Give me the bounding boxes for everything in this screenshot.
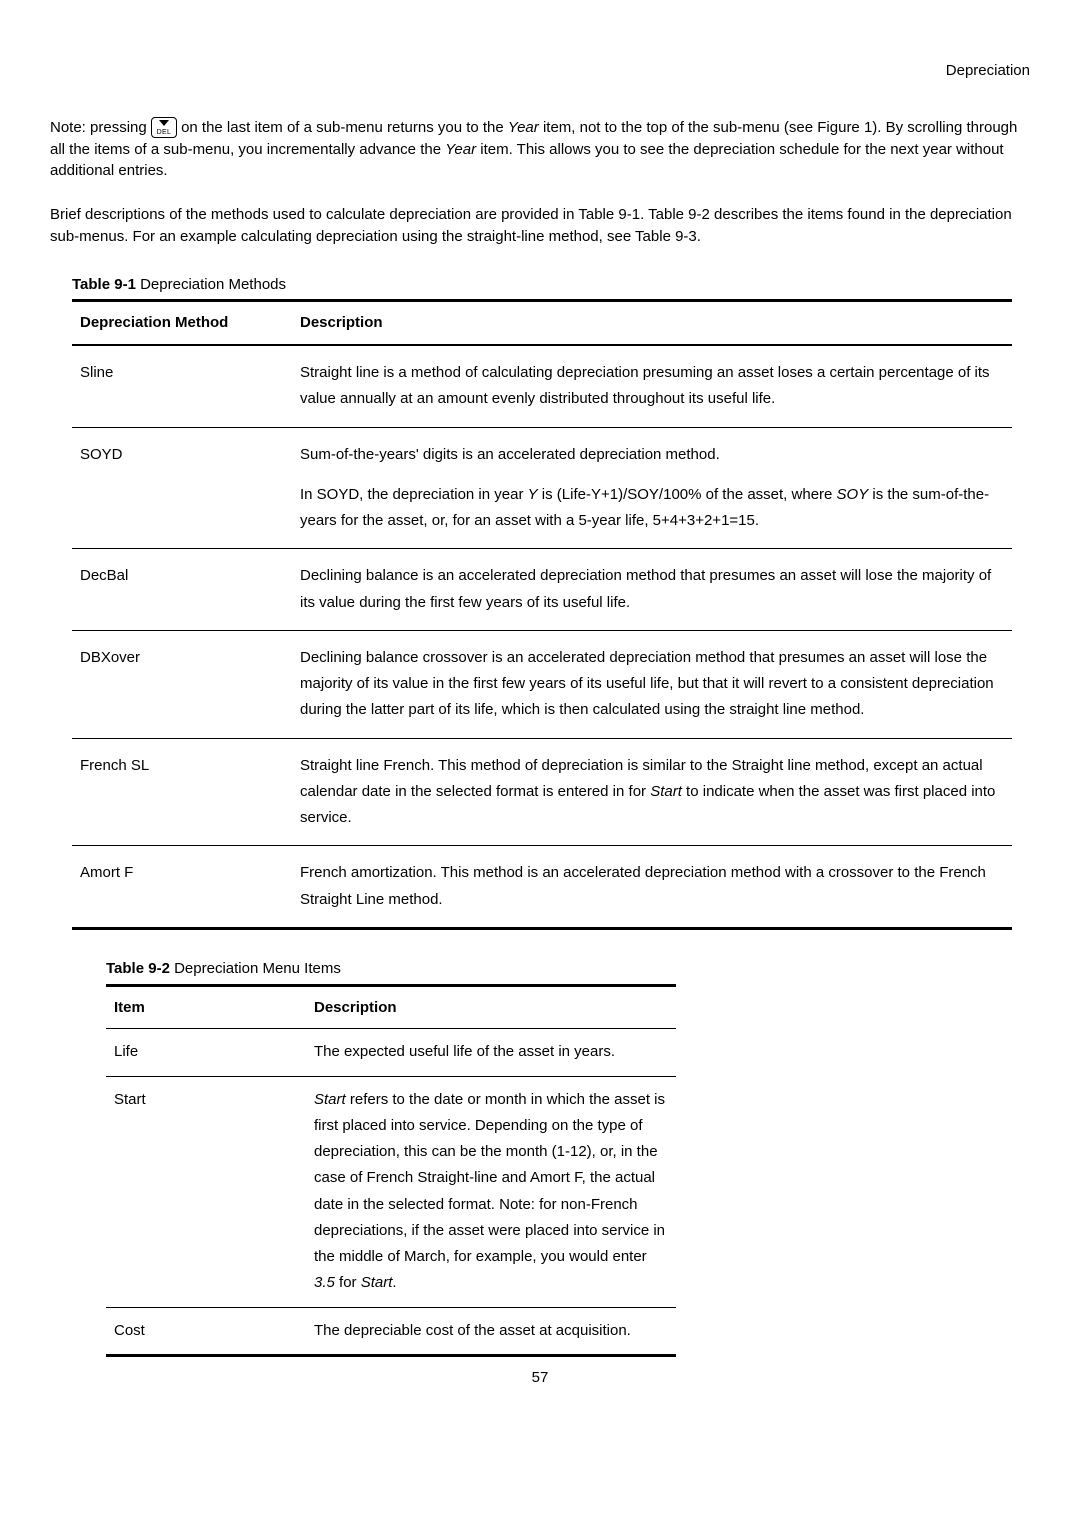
text: In SOYD, the depreciation in year Y is (… [300,482,1004,535]
method-name: SOYD [72,427,292,549]
method-desc: Sum-of-the-years' digits is an accelerat… [292,427,1012,549]
table-row: Cost The depreciable cost of the asset a… [106,1307,676,1355]
table-row: Amort F French amortization. This method… [72,846,1012,929]
item-name: Start [106,1076,306,1307]
page-header-section: Depreciation [50,60,1030,82]
table-row: Start Start refers to the date or month … [106,1076,676,1307]
col-item: Item [106,985,306,1029]
method-desc: French amortization. This method is an a… [292,846,1012,929]
down-del-key-icon: DEL [151,117,177,138]
text: In SOYD, the depreciation in year [300,486,528,503]
caption-rest: Depreciation Menu Items [170,960,341,977]
italic-start: Start [650,783,682,800]
text: Note: pressing [50,119,151,136]
intro-paragraph-2: Brief descriptions of the methods used t… [50,204,1030,248]
col-description: Description [292,301,1012,345]
table-2-caption: Table 9-2 Depreciation Menu Items [106,958,1030,980]
year-italic: Year [445,141,476,158]
caption-bold: Table 9-2 [106,960,170,977]
table-1-caption: Table 9-1 Depreciation Methods [72,274,1030,296]
method-desc: Straight line French. This method of dep… [292,738,1012,846]
table-header-row: Depreciation Method Description [72,301,1012,345]
italic-soy: SOY [837,486,869,503]
caption-rest: Depreciation Methods [136,276,286,293]
table-row: Life The expected useful life of the ass… [106,1029,676,1076]
method-desc: Straight line is a method of calculating… [292,345,1012,427]
italic-start2: Start [361,1274,393,1291]
item-name: Life [106,1029,306,1076]
text: is (Life-Y+1)/SOY/100% of the asset, whe… [538,486,837,503]
item-desc: The depreciable cost of the asset at acq… [306,1307,676,1355]
method-name: DecBal [72,549,292,631]
table-row: DecBal Declining balance is an accelerat… [72,549,1012,631]
italic-start: Start [314,1091,346,1108]
method-name: French SL [72,738,292,846]
caption-bold: Table 9-1 [72,276,136,293]
table-header-row: Item Description [106,985,676,1029]
italic-y: Y [528,486,538,503]
text: for [335,1274,361,1291]
col-description: Description [306,985,676,1029]
table-row: SOYD Sum-of-the-years' digits is an acce… [72,427,1012,549]
italic-35: 3.5 [314,1274,335,1291]
page-number: 57 [50,1367,1030,1389]
text: on the last item of a sub-menu returns y… [181,119,508,136]
method-name: DBXover [72,630,292,738]
depreciation-menu-items-table: Item Description Life The expected usefu… [106,984,676,1357]
text: . [392,1274,396,1291]
col-method: Depreciation Method [72,301,292,345]
method-desc: Declining balance is an accelerated depr… [292,549,1012,631]
intro-paragraph-1: Note: pressing DEL on the last item of a… [50,117,1030,182]
item-name: Cost [106,1307,306,1355]
item-desc: The expected useful life of the asset in… [306,1029,676,1076]
method-desc: Declining balance crossover is an accele… [292,630,1012,738]
text: refers to the date or month in which the… [314,1091,665,1266]
table-row: DBXover Declining balance crossover is a… [72,630,1012,738]
method-name: Amort F [72,846,292,929]
item-desc: Start refers to the date or month in whi… [306,1076,676,1307]
key-label: DEL [157,129,172,136]
text: Sum-of-the-years' digits is an accelerat… [300,442,1004,468]
year-italic: Year [508,119,539,136]
depreciation-methods-table: Depreciation Method Description Sline St… [72,299,1012,930]
table-row: Sline Straight line is a method of calcu… [72,345,1012,427]
method-name: Sline [72,345,292,427]
table-row: French SL Straight line French. This met… [72,738,1012,846]
